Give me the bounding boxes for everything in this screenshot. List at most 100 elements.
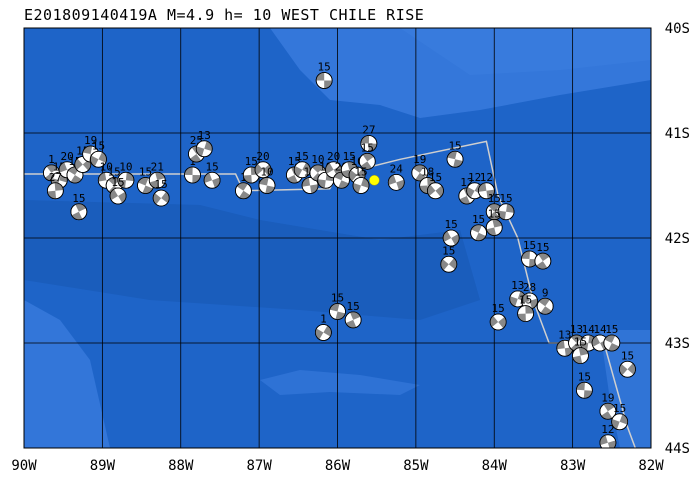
focal-mechanism[interactable]: 9 — [536, 286, 554, 315]
focal-mechanism[interactable]: 21 — [148, 160, 166, 189]
beachball-quadrant — [161, 191, 170, 204]
x-tick-label: 84W — [482, 458, 508, 474]
focal-mechanism[interactable]: 15 — [497, 192, 515, 221]
beachball-quadrant — [118, 191, 127, 203]
beachball-quadrant — [259, 177, 269, 186]
depth-label: 15 — [72, 192, 85, 205]
focal-mechanism[interactable]: 15 — [352, 166, 370, 194]
focal-mechanism[interactable]: 19 — [599, 391, 617, 420]
focal-mechanism[interactable]: 1 — [314, 313, 332, 341]
mechanism-layer: 1511520152715191515101510151521151251315… — [43, 61, 636, 451]
focal-mechanism[interactable]: 15 — [603, 323, 621, 352]
beachball-outline — [90, 150, 107, 168]
beachball-quadrant — [74, 158, 83, 170]
depth-label: 15 — [205, 160, 218, 173]
focal-mechanism[interactable]: 13 — [195, 129, 213, 158]
depth-label: 28 — [523, 281, 536, 294]
beachball-quadrant — [578, 347, 589, 356]
beachball-quadrant — [302, 177, 311, 187]
focal-mechanism[interactable]: 28 — [521, 281, 538, 310]
focal-mechanism[interactable]: 15 — [152, 178, 170, 207]
depth-label: 15 — [139, 166, 152, 179]
depth-label: 15 — [605, 323, 618, 336]
beachball-quadrant — [603, 403, 615, 412]
beachball-quadrant — [236, 182, 248, 191]
focal-mechanism[interactable]: 14 — [579, 323, 597, 352]
depth-label: 10 — [119, 160, 132, 173]
epicenter-marker[interactable] — [369, 175, 380, 186]
beachball-outline — [195, 140, 213, 158]
beachball-outline — [152, 189, 170, 207]
focal-mechanism[interactable]: 15 — [358, 141, 376, 170]
focal-mechanism[interactable]: 15 — [521, 239, 538, 268]
focal-mechanism[interactable]: 15 — [611, 402, 629, 431]
focal-mechanism[interactable]: 12 — [458, 176, 476, 205]
depth-label: 24 — [390, 162, 404, 175]
beachball-quadrant — [98, 152, 107, 163]
focal-mechanism[interactable]: 14 — [591, 323, 609, 352]
focal-mechanism[interactable]: 27 — [360, 124, 378, 152]
beachball-quadrant — [362, 153, 374, 162]
beachball-quadrant — [70, 175, 82, 183]
focal-mechanism[interactable]: 15 — [90, 139, 107, 168]
depth-label: 15 — [361, 141, 374, 154]
focal-mechanism[interactable]: 20 — [254, 150, 272, 179]
focal-mechanism[interactable]: 10 — [117, 160, 135, 189]
focal-mechanism[interactable]: 15 — [534, 241, 552, 270]
beachball-quadrant — [440, 259, 449, 271]
beachball-quadrant — [419, 185, 429, 194]
x-tick-label: 83W — [560, 458, 586, 474]
x-tick-label: 82W — [638, 458, 664, 474]
beachball-outline — [70, 203, 88, 221]
x-tick-label: 86W — [325, 458, 351, 474]
beachball-outline — [534, 252, 552, 270]
focal-mechanism[interactable]: 15 — [427, 171, 444, 200]
focal-mechanism[interactable]: 15 — [315, 61, 333, 89]
focal-mechanism[interactable]: 15 — [485, 192, 503, 221]
focal-mechanism[interactable]: 15 — [517, 294, 534, 323]
focal-mechanism[interactable]: 10 — [258, 166, 276, 194]
focal-mechanism[interactable]: 15 — [329, 292, 346, 320]
focal-mechanism[interactable]: 24 — [387, 162, 405, 191]
depth-label: 15 — [536, 241, 549, 254]
beachball-quadrant — [82, 146, 93, 154]
focal-mechanism[interactable]: 15 — [109, 176, 127, 205]
beachball-outline — [611, 413, 629, 431]
beachball-outline — [148, 171, 166, 189]
focal-mechanism[interactable]: 12 — [478, 171, 495, 200]
beachball-quadrant — [572, 355, 583, 364]
focal-mechanism[interactable]: 13 — [509, 279, 527, 308]
depth-label: 20 — [256, 150, 269, 163]
focal-mechanism[interactable]: 15 — [70, 192, 88, 221]
focal-mechanism[interactable]: 15 — [619, 349, 636, 378]
focal-mechanism[interactable]: 15 — [575, 370, 593, 399]
focal-mechanism[interactable]: 1 — [184, 155, 201, 184]
focal-mechanism[interactable]: 15 — [489, 302, 507, 331]
focal-mechanism[interactable]: 15 — [301, 166, 319, 194]
beachball-outline — [517, 305, 534, 323]
focal-mechanism[interactable]: 12 — [466, 171, 484, 200]
focal-mechanism[interactable]: 15 — [446, 139, 464, 168]
depth-label: 19 — [413, 153, 426, 166]
beachball-quadrant — [54, 182, 64, 191]
beachball-quadrant — [538, 298, 550, 307]
focal-mechanism[interactable]: 15 — [485, 208, 503, 236]
depth-label: 15 — [621, 349, 634, 362]
depth-label: 15 — [574, 336, 587, 349]
focal-mechanism[interactable]: 15 — [442, 218, 460, 247]
beachball-quadrant — [608, 343, 620, 352]
focal-mechanism[interactable]: 15 — [470, 213, 487, 242]
focal-mechanism[interactable]: 15 — [203, 160, 221, 189]
focal-mechanism[interactable]: 15 — [572, 336, 589, 365]
focal-mechanism[interactable]: 15 — [344, 300, 362, 329]
y-tick-label: 44S — [665, 441, 690, 457]
focal-mechanism[interactable]: 12 — [599, 423, 617, 451]
shallow-south-area — [260, 370, 420, 395]
focal-mechanism[interactable]: 27 — [46, 171, 64, 200]
beachball-outline — [603, 334, 621, 352]
beachball-quadrant — [471, 224, 482, 233]
focal-mechanism[interactable]: 15 — [440, 244, 458, 273]
depth-label: 15 — [488, 208, 501, 221]
beachball-quadrant — [525, 305, 534, 314]
